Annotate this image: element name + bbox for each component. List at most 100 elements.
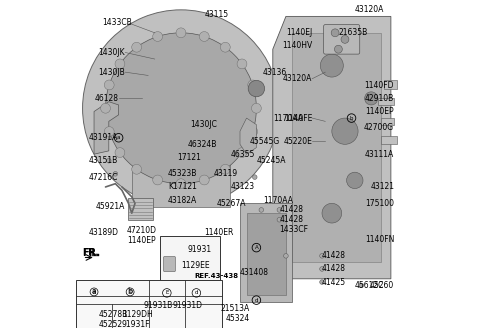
FancyBboxPatch shape bbox=[324, 25, 360, 54]
Text: 1140EP: 1140EP bbox=[127, 236, 156, 245]
Text: 1140EJ: 1140EJ bbox=[286, 28, 312, 37]
Circle shape bbox=[252, 103, 261, 113]
Circle shape bbox=[248, 127, 258, 136]
Text: 43120A: 43120A bbox=[355, 5, 384, 14]
Text: 175100: 175100 bbox=[365, 199, 394, 208]
Text: 47216C: 47216C bbox=[89, 173, 119, 182]
Text: a: a bbox=[92, 289, 96, 295]
Circle shape bbox=[132, 42, 142, 52]
Text: 1140FN: 1140FN bbox=[365, 235, 394, 244]
Circle shape bbox=[365, 92, 378, 105]
Text: 1433CB: 1433CB bbox=[102, 18, 132, 28]
Circle shape bbox=[107, 158, 111, 163]
Text: b: b bbox=[128, 289, 132, 295]
Text: b: b bbox=[128, 287, 132, 297]
Circle shape bbox=[277, 217, 282, 222]
FancyBboxPatch shape bbox=[76, 280, 222, 328]
Text: 42910B: 42910B bbox=[365, 94, 394, 103]
Text: 1140HV: 1140HV bbox=[282, 41, 312, 51]
Text: 91931D: 91931D bbox=[172, 300, 203, 310]
Text: REF.43-438: REF.43-438 bbox=[194, 273, 238, 278]
Circle shape bbox=[176, 28, 186, 38]
Text: 45252: 45252 bbox=[99, 320, 123, 328]
Text: 43182A: 43182A bbox=[168, 195, 197, 205]
Circle shape bbox=[320, 267, 324, 271]
Circle shape bbox=[153, 31, 163, 41]
FancyBboxPatch shape bbox=[247, 213, 286, 295]
Circle shape bbox=[248, 80, 264, 97]
Circle shape bbox=[115, 59, 125, 69]
Text: 43115: 43115 bbox=[205, 10, 229, 19]
Circle shape bbox=[220, 164, 230, 174]
Circle shape bbox=[199, 31, 209, 41]
Text: 43121: 43121 bbox=[370, 182, 394, 192]
Text: A: A bbox=[254, 245, 258, 250]
FancyBboxPatch shape bbox=[378, 98, 394, 105]
Text: K17121: K17121 bbox=[168, 182, 197, 192]
Polygon shape bbox=[240, 203, 292, 302]
FancyBboxPatch shape bbox=[160, 236, 220, 280]
Text: 21635B: 21635B bbox=[338, 28, 368, 37]
Text: 91931: 91931 bbox=[188, 245, 212, 254]
Polygon shape bbox=[94, 102, 119, 154]
Text: 1140EP: 1140EP bbox=[366, 107, 394, 116]
Circle shape bbox=[320, 280, 324, 284]
Text: 45260: 45260 bbox=[370, 281, 394, 290]
Circle shape bbox=[237, 59, 247, 69]
Circle shape bbox=[104, 80, 114, 90]
Text: 41428: 41428 bbox=[322, 264, 346, 274]
Text: 1433CF: 1433CF bbox=[279, 225, 308, 234]
Text: E: E bbox=[165, 290, 168, 296]
Text: 41425: 41425 bbox=[322, 277, 346, 287]
Circle shape bbox=[347, 172, 363, 189]
Circle shape bbox=[259, 208, 264, 212]
Text: 45267A: 45267A bbox=[217, 199, 247, 208]
Text: b: b bbox=[350, 115, 353, 121]
Text: 43136: 43136 bbox=[263, 68, 287, 77]
Text: 43123: 43123 bbox=[230, 182, 254, 192]
Text: 43189D: 43189D bbox=[89, 228, 119, 237]
Circle shape bbox=[153, 175, 163, 185]
Circle shape bbox=[101, 103, 110, 113]
Circle shape bbox=[252, 175, 257, 179]
FancyBboxPatch shape bbox=[292, 33, 381, 262]
Text: 1430JB: 1430JB bbox=[98, 68, 125, 77]
FancyBboxPatch shape bbox=[132, 148, 230, 207]
Text: 21513A: 21513A bbox=[221, 304, 250, 313]
Text: 47210D: 47210D bbox=[127, 226, 156, 235]
Circle shape bbox=[113, 172, 118, 176]
Text: 45545G: 45545G bbox=[250, 136, 280, 146]
Polygon shape bbox=[240, 118, 256, 154]
Text: 43120A: 43120A bbox=[283, 74, 312, 83]
Circle shape bbox=[320, 54, 343, 77]
Text: 1140ER: 1140ER bbox=[204, 228, 233, 237]
Text: 45612C: 45612C bbox=[355, 281, 384, 290]
Circle shape bbox=[335, 45, 342, 53]
Text: FR.: FR. bbox=[83, 248, 99, 257]
Wedge shape bbox=[106, 33, 256, 184]
Text: 1170AA: 1170AA bbox=[263, 195, 293, 205]
Text: 431408: 431408 bbox=[240, 268, 269, 277]
Text: 91931B: 91931B bbox=[144, 300, 173, 310]
Text: 1140FD: 1140FD bbox=[365, 81, 394, 90]
Text: a: a bbox=[92, 287, 96, 297]
Circle shape bbox=[320, 254, 324, 258]
FancyBboxPatch shape bbox=[164, 256, 175, 272]
Circle shape bbox=[104, 127, 114, 136]
Text: 43119: 43119 bbox=[214, 169, 238, 178]
Text: 41428: 41428 bbox=[279, 205, 303, 215]
Circle shape bbox=[237, 148, 247, 157]
Circle shape bbox=[199, 175, 209, 185]
FancyBboxPatch shape bbox=[381, 118, 394, 125]
Text: 46128: 46128 bbox=[95, 94, 119, 103]
Text: 1140FE: 1140FE bbox=[284, 113, 312, 123]
Circle shape bbox=[332, 118, 358, 144]
Circle shape bbox=[331, 29, 339, 37]
Circle shape bbox=[359, 283, 364, 288]
Text: 1430JK: 1430JK bbox=[98, 48, 125, 57]
Text: 91931F: 91931F bbox=[122, 320, 150, 328]
Text: 46355: 46355 bbox=[230, 150, 254, 159]
FancyBboxPatch shape bbox=[129, 198, 153, 220]
Text: 41428: 41428 bbox=[322, 251, 346, 260]
FancyBboxPatch shape bbox=[381, 136, 397, 144]
